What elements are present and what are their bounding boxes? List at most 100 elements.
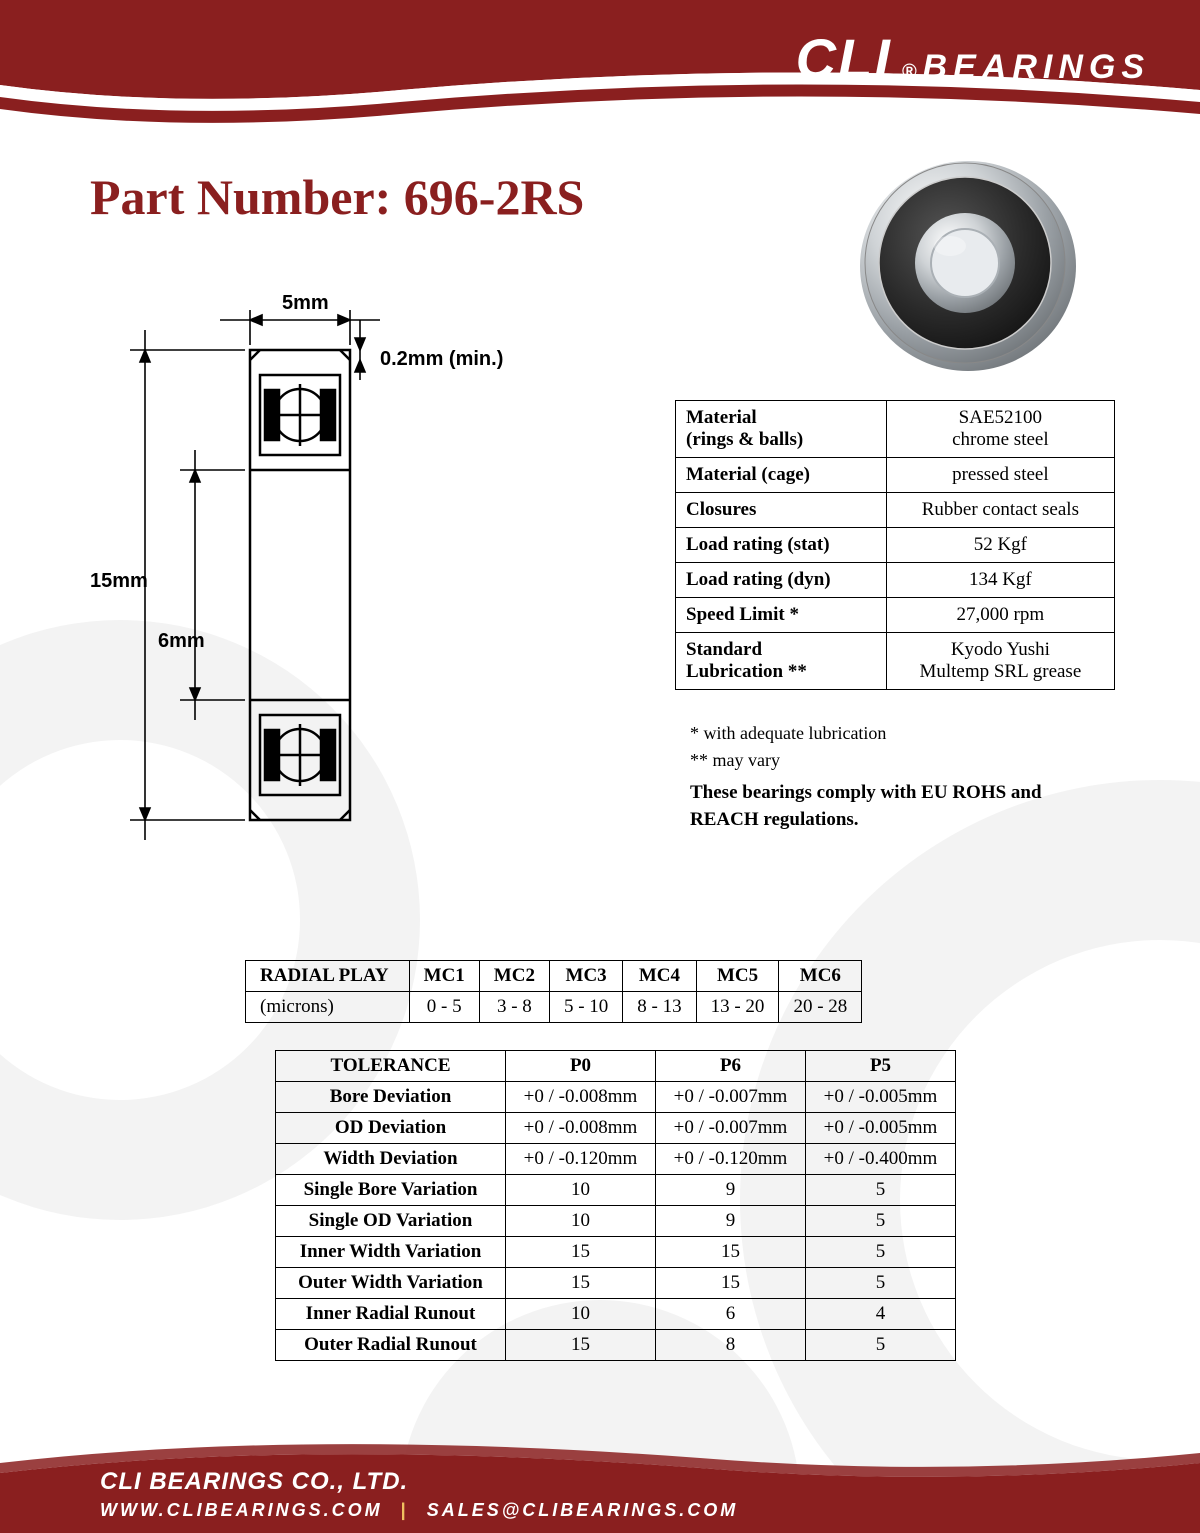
dim-chamfer-label: 0.2mm (min.) bbox=[380, 348, 503, 371]
spec-row-label: Speed Limit * bbox=[676, 598, 887, 633]
tolerance-row: Width Deviation+0 / -0.120mm+0 / -0.120m… bbox=[276, 1144, 956, 1175]
spec-row: Load rating (stat)52 Kgf bbox=[676, 528, 1115, 563]
spec-row: Load rating (dyn)134 Kgf bbox=[676, 563, 1115, 598]
tolerance-value: 5 bbox=[806, 1175, 956, 1206]
tolerance-value: +0 / -0.005mm bbox=[806, 1113, 956, 1144]
tolerance-value: 5 bbox=[806, 1206, 956, 1237]
part-number-title: Part Number: 696-2RS bbox=[90, 168, 584, 226]
radial-play-table: RADIAL PLAYMC1MC2MC3MC4MC5MC6 (microns)0 … bbox=[245, 960, 862, 1023]
spec-row: Speed Limit *27,000 rpm bbox=[676, 598, 1115, 633]
registered-mark: ® bbox=[902, 61, 919, 84]
tolerance-row: Single Bore Variation1095 bbox=[276, 1175, 956, 1206]
footer-contact: WWW.CLIBEARINGS.COM | SALES@CLIBEARINGS.… bbox=[100, 1500, 738, 1521]
radial-col-header: MC3 bbox=[549, 961, 622, 992]
spec-row-value: 27,000 rpm bbox=[886, 598, 1114, 633]
tolerance-row-label: Single Bore Variation bbox=[276, 1175, 506, 1206]
tolerance-col-header: P5 bbox=[806, 1051, 956, 1082]
brand-logo-text: CLI bbox=[796, 26, 892, 91]
footer-email: SALES@CLIBEARINGS.COM bbox=[427, 1500, 739, 1520]
tolerance-row-label: Bore Deviation bbox=[276, 1082, 506, 1113]
radial-value: 3 - 8 bbox=[479, 992, 549, 1023]
tolerance-row-label: Inner Radial Runout bbox=[276, 1299, 506, 1330]
dim-width-label: 5mm bbox=[282, 292, 329, 315]
tolerance-value: 9 bbox=[656, 1206, 806, 1237]
tolerance-value: 15 bbox=[656, 1268, 806, 1299]
spec-row-label: StandardLubrication ** bbox=[676, 633, 887, 690]
tolerance-value: 10 bbox=[506, 1206, 656, 1237]
spec-row-label: Load rating (dyn) bbox=[676, 563, 887, 598]
tolerance-row: Inner Width Variation15155 bbox=[276, 1237, 956, 1268]
radial-col-header: MC4 bbox=[623, 961, 696, 992]
radial-col-header: MC2 bbox=[479, 961, 549, 992]
tolerance-value: 10 bbox=[506, 1175, 656, 1206]
product-image bbox=[850, 148, 1080, 378]
spec-compliance: These bearings comply with EU ROHS and R… bbox=[690, 780, 1110, 833]
tolerance-value: 6 bbox=[656, 1299, 806, 1330]
spec-row-value: pressed steel bbox=[886, 458, 1114, 493]
tolerance-header: TOLERANCE bbox=[276, 1051, 506, 1082]
tolerance-value: +0 / -0.120mm bbox=[506, 1144, 656, 1175]
tolerance-value: +0 / -0.005mm bbox=[806, 1082, 956, 1113]
tolerance-value: +0 / -0.008mm bbox=[506, 1113, 656, 1144]
tolerance-row-label: OD Deviation bbox=[276, 1113, 506, 1144]
tolerance-row: Bore Deviation+0 / -0.008mm+0 / -0.007mm… bbox=[276, 1082, 956, 1113]
radial-header: RADIAL PLAY bbox=[246, 961, 410, 992]
spec-row: Material (cage)pressed steel bbox=[676, 458, 1115, 493]
spec-row-label: Closures bbox=[676, 493, 887, 528]
spec-row: Material(rings & balls)SAE52100chrome st… bbox=[676, 401, 1115, 458]
radial-col-header: MC6 bbox=[779, 961, 862, 992]
tolerance-col-header: P6 bbox=[656, 1051, 806, 1082]
tolerance-value: 15 bbox=[506, 1237, 656, 1268]
spec-row-value: Kyodo YushiMultemp SRL grease bbox=[886, 633, 1114, 690]
tolerance-value: 10 bbox=[506, 1299, 656, 1330]
tolerance-row: Inner Radial Runout1064 bbox=[276, 1299, 956, 1330]
tolerance-value: +0 / -0.120mm bbox=[656, 1144, 806, 1175]
tolerance-value: 8 bbox=[656, 1330, 806, 1361]
tolerance-value: 4 bbox=[806, 1299, 956, 1330]
tolerance-row-label: Inner Width Variation bbox=[276, 1237, 506, 1268]
radial-value: 0 - 5 bbox=[409, 992, 479, 1023]
radial-col-header: MC1 bbox=[409, 961, 479, 992]
radial-value: 8 - 13 bbox=[623, 992, 696, 1023]
tolerance-value: +0 / -0.008mm bbox=[506, 1082, 656, 1113]
tolerance-value: 15 bbox=[506, 1330, 656, 1361]
brand-sub-text: BEARINGS bbox=[923, 48, 1150, 87]
spec-table: Material(rings & balls)SAE52100chrome st… bbox=[675, 400, 1115, 690]
footer-separator: | bbox=[401, 1500, 409, 1520]
tolerance-row: OD Deviation+0 / -0.008mm+0 / -0.007mm+0… bbox=[276, 1113, 956, 1144]
brand-logo: CLI ® BEARINGS bbox=[796, 26, 1150, 91]
tolerance-value: +0 / -0.007mm bbox=[656, 1082, 806, 1113]
tolerance-value: +0 / -0.007mm bbox=[656, 1113, 806, 1144]
radial-unit: (microns) bbox=[246, 992, 410, 1023]
tolerance-col-header: P0 bbox=[506, 1051, 656, 1082]
tolerance-value: 15 bbox=[656, 1237, 806, 1268]
tolerance-row-label: Width Deviation bbox=[276, 1144, 506, 1175]
dim-bore-label: 6mm bbox=[158, 630, 205, 653]
tolerance-row-label: Single OD Variation bbox=[276, 1206, 506, 1237]
radial-value: 5 - 10 bbox=[549, 992, 622, 1023]
spec-notes: * with adequate lubrication ** may vary bbox=[690, 720, 886, 774]
tolerance-value: 9 bbox=[656, 1175, 806, 1206]
tolerance-table: TOLERANCEP0P6P5Bore Deviation+0 / -0.008… bbox=[275, 1050, 956, 1361]
tolerance-value: 15 bbox=[506, 1268, 656, 1299]
footer-company: CLI BEARINGS CO., LTD. bbox=[100, 1468, 738, 1496]
radial-value: 20 - 28 bbox=[779, 992, 862, 1023]
footer-website: WWW.CLIBEARINGS.COM bbox=[100, 1500, 383, 1520]
spec-note-1: * with adequate lubrication bbox=[690, 720, 886, 747]
spec-row-value: Rubber contact seals bbox=[886, 493, 1114, 528]
spec-row-value: SAE52100chrome steel bbox=[886, 401, 1114, 458]
tolerance-value: 5 bbox=[806, 1268, 956, 1299]
radial-col-header: MC5 bbox=[696, 961, 779, 992]
tolerance-value: 5 bbox=[806, 1330, 956, 1361]
dim-od-label: 15mm bbox=[90, 570, 148, 593]
tolerance-row: Outer Width Variation15155 bbox=[276, 1268, 956, 1299]
spec-row: ClosuresRubber contact seals bbox=[676, 493, 1115, 528]
radial-value: 13 - 20 bbox=[696, 992, 779, 1023]
tolerance-value: 5 bbox=[806, 1237, 956, 1268]
spec-row-label: Material(rings & balls) bbox=[676, 401, 887, 458]
tolerance-value: +0 / -0.400mm bbox=[806, 1144, 956, 1175]
spec-row-value: 52 Kgf bbox=[886, 528, 1114, 563]
spec-note-2: ** may vary bbox=[690, 747, 886, 774]
tolerance-row-label: Outer Radial Runout bbox=[276, 1330, 506, 1361]
tolerance-row-label: Outer Width Variation bbox=[276, 1268, 506, 1299]
